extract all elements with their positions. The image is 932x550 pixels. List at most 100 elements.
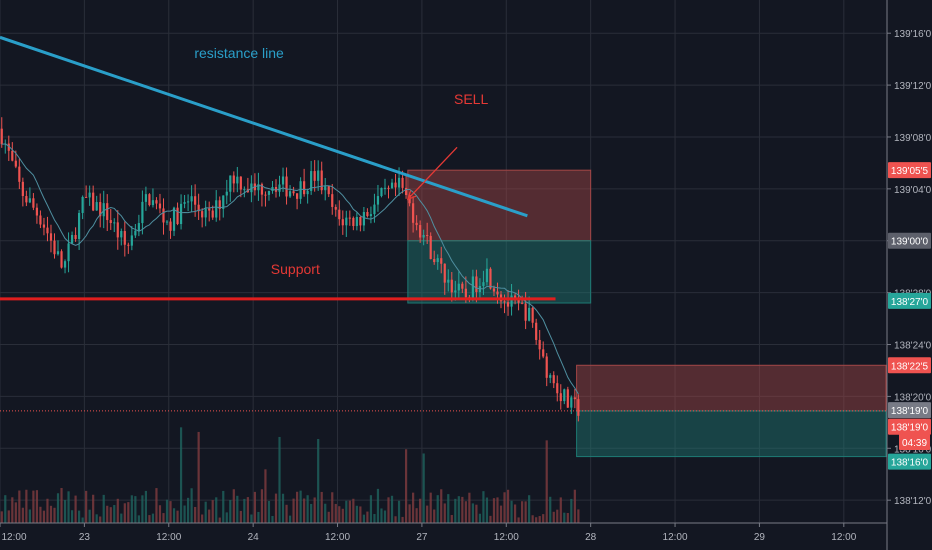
- candle-body: [190, 196, 193, 202]
- candle-body: [7, 143, 10, 151]
- candle-body: [475, 276, 478, 293]
- volume-bar: [408, 504, 411, 523]
- candle-body: [345, 217, 348, 226]
- candle-body: [85, 196, 88, 198]
- volume-bar: [137, 515, 140, 523]
- volume-bar: [151, 513, 155, 523]
- candle-body: [528, 307, 531, 321]
- candle-body: [521, 302, 524, 304]
- volume-bar: [415, 508, 418, 523]
- resistance-line[interactable]: [0, 35, 528, 218]
- candle-body: [56, 251, 60, 255]
- candle-body: [70, 234, 74, 244]
- volume-bar: [257, 511, 260, 523]
- candle-body: [295, 193, 299, 199]
- annotation-label: SELL: [454, 91, 488, 107]
- candle-body: [194, 196, 197, 205]
- candle-body: [204, 208, 207, 218]
- volume-bar: [341, 508, 344, 523]
- candle-body: [39, 215, 42, 225]
- volume-bar: [25, 489, 28, 523]
- candle-body: [324, 186, 327, 191]
- candle-body: [517, 298, 520, 303]
- candle-body: [151, 200, 155, 206]
- candle-body: [11, 150, 14, 161]
- candle-body: [201, 211, 204, 218]
- candle-body: [281, 176, 285, 185]
- position-boxes[interactable]: [407, 169, 887, 458]
- volume-bar: [165, 499, 169, 523]
- candle-body: [404, 187, 408, 196]
- volume-bar: [0, 511, 3, 523]
- volume-bar: [35, 490, 39, 523]
- price-badge-label: 04:39: [902, 438, 927, 449]
- volume-bar: [412, 492, 415, 523]
- candle-body: [257, 184, 260, 191]
- candle-body: [18, 166, 21, 182]
- price-badge: [888, 418, 931, 435]
- time-tick-label: 27: [416, 532, 428, 543]
- volume-bar: [176, 510, 179, 523]
- volume-bar: [285, 504, 288, 523]
- volume-bar: [376, 488, 380, 523]
- candle-body: [49, 233, 53, 241]
- candle-body: [510, 295, 513, 307]
- volume-bar: [53, 507, 56, 523]
- volume-bar: [503, 492, 506, 523]
- candle-body: [440, 258, 443, 264]
- candle-body: [78, 212, 81, 239]
- volume-bar: [556, 509, 559, 523]
- take-profit-zone[interactable]: [407, 240, 592, 304]
- volume-bar: [49, 505, 53, 523]
- candle-body: [496, 291, 499, 295]
- volume-bar: [236, 495, 239, 523]
- candle-body: [267, 190, 271, 195]
- volume-bar: [499, 505, 503, 523]
- candle-body: [113, 222, 116, 224]
- candle-body: [250, 183, 253, 193]
- candle-body: [563, 389, 566, 402]
- volume-bar: [485, 497, 489, 523]
- volume-bar: [334, 503, 337, 523]
- volume-bar: [11, 497, 14, 523]
- volume-bar: [274, 493, 278, 523]
- candle-body: [218, 200, 221, 209]
- candle-body: [130, 235, 133, 246]
- volume-bar: [162, 513, 165, 523]
- candle-body: [186, 201, 190, 203]
- candle-body: [239, 176, 242, 190]
- candle-body: [109, 220, 112, 224]
- volume-bar: [197, 431, 200, 523]
- volume-bar: [306, 495, 309, 523]
- volume-bar: [552, 511, 555, 523]
- price-badges: 139'05'5 139'00'0 138'27'0 138'22'5 138'19'0…: [888, 162, 931, 470]
- volume-bar: [18, 490, 21, 523]
- volume-bar: [489, 515, 492, 523]
- candle-body: [14, 160, 17, 167]
- candle-body: [264, 194, 267, 196]
- candle-body: [306, 190, 309, 195]
- candle-body: [42, 224, 46, 228]
- take-profit-zone[interactable]: [576, 410, 887, 458]
- volume-bar: [267, 500, 271, 523]
- candle-body: [25, 196, 28, 203]
- candle-body: [95, 202, 98, 211]
- candle-body: [158, 203, 162, 209]
- annotation-label: Support: [271, 261, 320, 277]
- candles: [0, 117, 580, 422]
- volume-bar: [260, 489, 264, 523]
- sell-arrow[interactable]: [407, 146, 458, 200]
- stop-loss-zone[interactable]: [576, 364, 887, 412]
- candle-body: [99, 202, 102, 217]
- volume-bar: [542, 514, 545, 523]
- candle-body: [412, 203, 415, 223]
- candle-body: [461, 283, 464, 289]
- price-tick-label: 139'04'0: [894, 185, 932, 196]
- volume-bar: [320, 491, 323, 523]
- drawings[interactable]: resistance line SELL Support: [0, 35, 886, 412]
- volume-bar: [355, 505, 358, 523]
- volume-bar: [70, 510, 74, 523]
- candle-body: [366, 212, 369, 217]
